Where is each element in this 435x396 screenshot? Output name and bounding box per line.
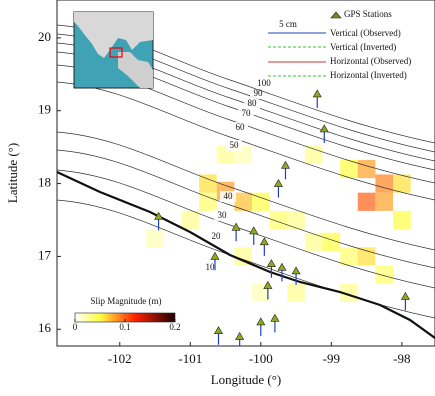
contour-label: 20 xyxy=(212,231,222,241)
y-tick-label: 20 xyxy=(38,29,51,44)
contour-label: 30 xyxy=(218,210,228,220)
slip-patch xyxy=(287,211,305,229)
contour-label: 40 xyxy=(224,191,234,201)
slip-patch xyxy=(287,284,305,302)
colorbar-tick-label: 0 xyxy=(73,322,78,332)
x-tick-label: -102 xyxy=(108,351,132,366)
y-tick-label: 18 xyxy=(38,175,51,190)
legend-label: Vertical (Observed) xyxy=(330,28,401,38)
y-tick-label: 16 xyxy=(38,320,52,335)
map-figure: 102030405060708090100 -102-101-100-99-98… xyxy=(0,0,435,396)
colorbar-tick-label: 0.2 xyxy=(169,322,180,332)
x-tick-label: -101 xyxy=(178,351,202,366)
legend-label: Vertical (Inverted) xyxy=(330,42,396,52)
slip-patch xyxy=(375,193,393,211)
x-axis-label: Longitude (°) xyxy=(211,372,282,387)
contour-label: 60 xyxy=(236,122,246,132)
slip-patch xyxy=(340,247,358,265)
slip-patch xyxy=(393,211,411,229)
slip-patch xyxy=(181,211,199,229)
slip-patch xyxy=(146,229,164,247)
slip-patch xyxy=(199,193,217,211)
legend-label: Horizontal (Inverted) xyxy=(330,70,407,80)
x-tick-label: -100 xyxy=(249,351,273,366)
colorbar-title: Slip Magnitude (m) xyxy=(91,296,162,306)
slip-patch xyxy=(358,160,376,178)
colorbar: Slip Magnitude (m) 0 0.1 0.2 xyxy=(70,296,182,332)
slip-patch xyxy=(375,174,393,192)
slip-patch xyxy=(234,193,252,211)
inset-map xyxy=(74,12,153,88)
slip-patch xyxy=(358,247,376,265)
slip-patch xyxy=(199,174,217,192)
slip-patch xyxy=(305,233,323,251)
y-tick-label: 17 xyxy=(38,247,52,262)
contour-label: 50 xyxy=(230,140,240,150)
slip-patch xyxy=(358,193,376,211)
contour-label: 100 xyxy=(257,78,271,88)
legend-scale-label: 5 cm xyxy=(279,19,297,29)
contour-label: 10 xyxy=(206,262,216,272)
x-tick-label: -99 xyxy=(323,351,340,366)
slip-patch xyxy=(305,145,323,163)
y-tick-label: 19 xyxy=(38,102,51,117)
x-tick-label: -98 xyxy=(393,351,410,366)
contour-label: 80 xyxy=(248,98,258,108)
slip-patch xyxy=(375,266,393,284)
legend-label: Horizontal (Observed) xyxy=(330,56,411,66)
contour-label: 70 xyxy=(242,108,252,118)
colorbar-tick-label: 0.1 xyxy=(119,322,130,332)
y-axis-label: Latitude (°) xyxy=(5,143,20,203)
legend-label: GPS Stations xyxy=(344,9,392,19)
